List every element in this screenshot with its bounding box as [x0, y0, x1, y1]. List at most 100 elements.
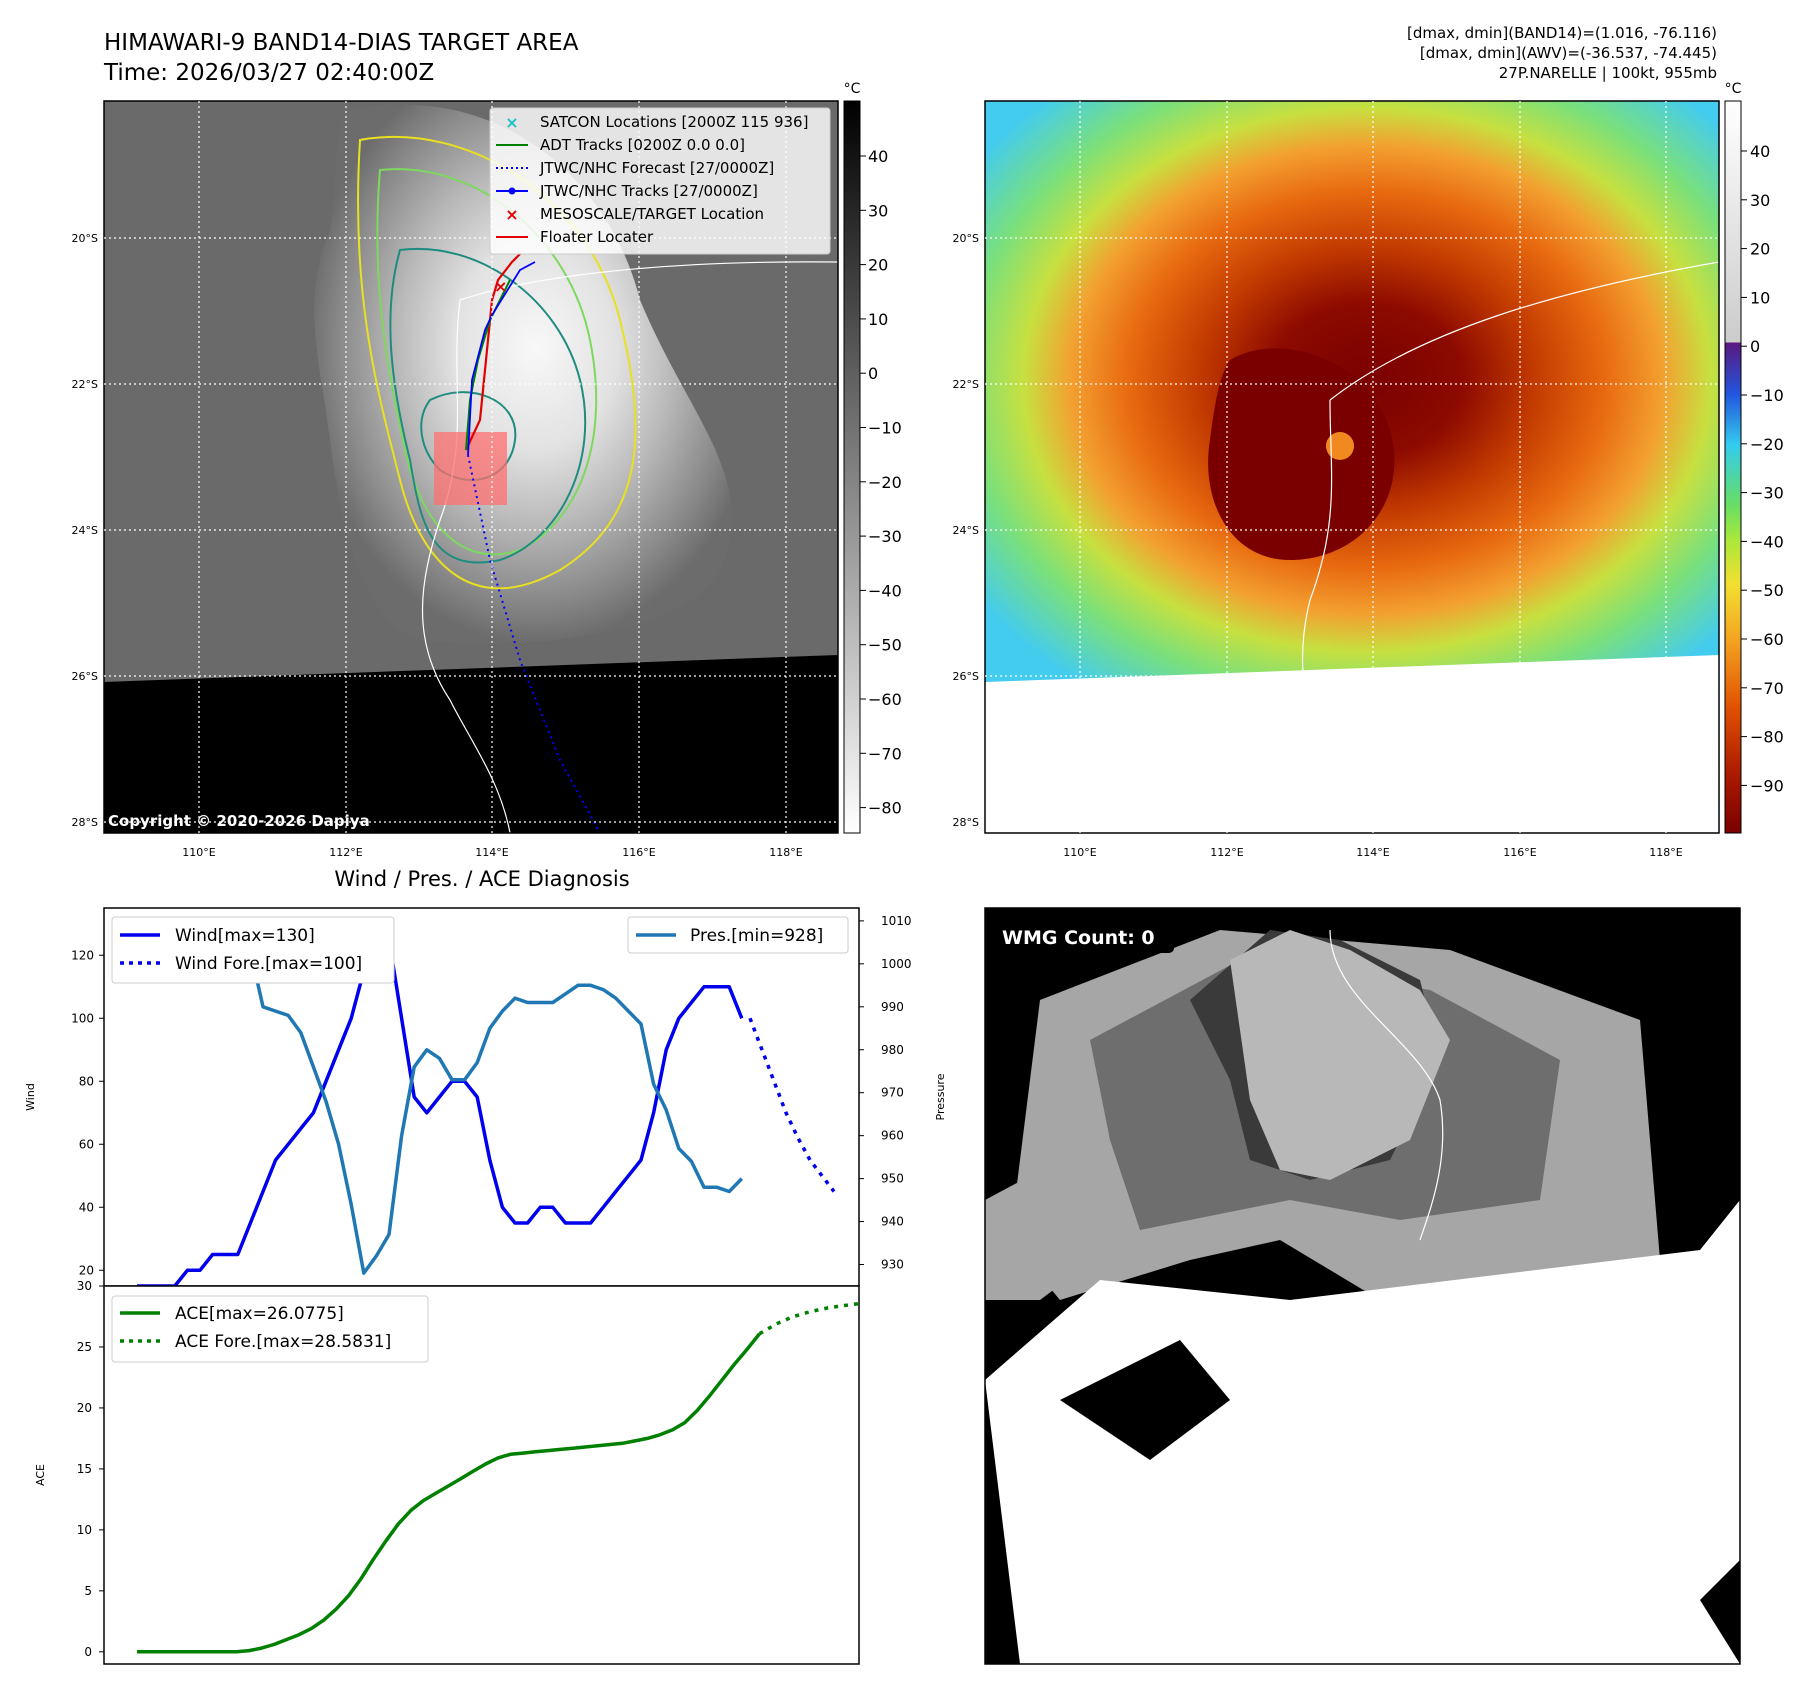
legend-label-2: JTWC/NHC Forecast [27/0000Z]: [539, 159, 774, 177]
series-wind-fore: [748, 1017, 836, 1193]
wmg-edge-region: [985, 1160, 1120, 1300]
svg-text:112°E: 112°E: [329, 846, 362, 859]
wind-legend: Wind[max=130] Wind Fore.[max=100]: [111, 916, 395, 984]
legend-marker-dot-3: [508, 187, 516, 195]
legend-wind: Wind[max=130]: [175, 926, 315, 946]
jtwc-track: [467, 261, 536, 456]
svg-text:110°E: 110°E: [1063, 846, 1096, 859]
wmg-panel: WMG Count: 0: [984, 907, 1741, 1665]
color-map-lon-labels: 110°E 112°E 114°E 116°E 118°E: [1063, 846, 1682, 859]
info-band14: [dmax, dmin](BAND14)=(1.016, -76.116): [1407, 24, 1717, 42]
map-frame: [103, 100, 839, 834]
svg-text:20°S: 20°S: [72, 232, 98, 245]
svg-text:114°E: 114°E: [475, 846, 508, 859]
info-storm: 27P.NARELLE | 100kt, 955mb: [1499, 64, 1717, 82]
series-wind: [137, 922, 744, 1288]
svg-text:112°E: 112°E: [1210, 846, 1243, 859]
color-tick-label: −40: [1750, 532, 1784, 551]
pressure-axis-label: Pressure: [934, 1073, 947, 1120]
ace-tick-label: 0: [84, 1645, 92, 1659]
eye-feature: [1326, 432, 1354, 460]
wind-tick-label: 40: [79, 1200, 94, 1214]
ace-tick-label: 15: [77, 1462, 92, 1476]
pressure-tick-label: 930: [881, 1258, 904, 1272]
color-tick-label: −70: [1750, 679, 1784, 698]
ace-chart: ACE 0 5 10 15 20 25 30 ACE[max=26.0775] ACE Fo…: [34, 1279, 862, 1665]
map-lat-labels: 20°S 22°S 24°S 26°S 28°S: [72, 232, 98, 829]
gray-tick-label: 20: [868, 256, 888, 275]
svg-text:110°E: 110°E: [182, 846, 215, 859]
floater-locater-track: [465, 253, 521, 451]
awv-color-map-panel: 20°S 22°S 24°S 26°S 28°S 110°E 112°E 114…: [953, 100, 1720, 859]
coastline-north: [459, 261, 838, 301]
color-tick-label: −10: [1750, 386, 1784, 405]
map-lon-labels: 110°E 112°E 114°E 116°E 118°E: [182, 846, 802, 859]
color-map-gridlines: [985, 101, 1719, 833]
gray-colorbar-unit: °C: [844, 81, 861, 97]
legend-wind-forecast: Wind Fore.[max=100]: [175, 954, 362, 974]
diagnosis-title: Wind / Pres. / ACE Diagnosis: [334, 867, 629, 891]
gray-tick-label: 0: [868, 364, 878, 383]
contour-teal: [389, 247, 587, 564]
color-tick-label: −30: [1750, 484, 1784, 503]
svg-text:28°S: 28°S: [72, 816, 98, 829]
gray-tick-label: −20: [868, 473, 902, 492]
figure-time: Time: 2026/03/27 02:40:00Z: [103, 60, 434, 86]
map-legend: × SATCON Locations [2000Z 115 936] ADT Tra…: [489, 107, 831, 255]
legend-pressure: Pres.[min=928]: [690, 926, 823, 946]
color-tick-label: −80: [1750, 728, 1784, 747]
color-tick-label: 0: [1750, 337, 1760, 356]
legend-ace: ACE[max=26.0775]: [175, 1304, 344, 1324]
wmg-core: [1230, 930, 1450, 1180]
wmg-coastline: [1329, 929, 1444, 1241]
color-map-lat-labels: 20°S 22°S 24°S 26°S 28°S: [953, 232, 979, 829]
ace-legend: ACE[max=26.0775] ACE Fore.[max=28.5831]: [111, 1295, 429, 1363]
gray-tick-label: −50: [868, 636, 902, 655]
pressure-tick-label: 940: [881, 1215, 904, 1229]
legend-label-5: Floater Locater: [540, 228, 654, 246]
series-ace-fore: [758, 1301, 862, 1336]
ace-tick-label: 5: [84, 1584, 92, 1598]
ace-tick-label: 10: [77, 1523, 92, 1537]
color-colorbar: °C 40 30 20 10 0 −10 −20 −30 −40 −50 −60 −70 −80 −90: [1724, 81, 1784, 834]
cold-cloud-core: [1208, 348, 1395, 560]
ace-axis-label: ACE: [34, 1464, 47, 1486]
svg-text:22°S: 22°S: [953, 378, 979, 391]
gray-tick-label: 30: [868, 201, 888, 220]
pressure-legend: Pres.[min=928]: [627, 916, 849, 954]
legend-marker-4: ×: [505, 205, 518, 224]
color-tick-label: 20: [1750, 240, 1770, 259]
legend-ace-forecast: ACE Fore.[max=28.5831]: [175, 1332, 391, 1352]
wind-tick-label: 100: [71, 1011, 94, 1025]
svg-text:26°S: 26°S: [953, 670, 979, 683]
gray-tick-label: −80: [868, 799, 902, 818]
ace-tick-label: 30: [77, 1279, 92, 1293]
svg-text:118°E: 118°E: [769, 846, 802, 859]
wmg-clear-region: [985, 1200, 1740, 1664]
gray-tick-label: −10: [868, 419, 902, 438]
color-tick-label: −60: [1750, 630, 1784, 649]
pressure-tick-label: 980: [881, 1043, 904, 1057]
copyright-text: Copyright © 2020-2026 Dapiya: [108, 812, 370, 830]
wmg-count-label: WMG Count: 0: [1002, 927, 1155, 949]
wind-pressure-chart: Wind Pressure 20 40 60 80 100 120 930 940 950 96…: [24, 907, 947, 1288]
pressure-tick-label: 1010: [881, 914, 912, 928]
color-tick-label: 40: [1750, 142, 1770, 161]
pressure-tick-label: 960: [881, 1129, 904, 1143]
ace-tick-label: 20: [77, 1401, 92, 1415]
legend-label-0: SATCON Locations [2000Z 115 936]: [540, 113, 808, 131]
svg-text:114°E: 114°E: [1356, 846, 1389, 859]
svg-text:116°E: 116°E: [1503, 846, 1536, 859]
legend-marker-0: ×: [505, 113, 518, 132]
jtwc-forecast-track: [467, 454, 601, 833]
color-coastline-north: [1329, 261, 1719, 401]
color-tick-label: −20: [1750, 435, 1784, 454]
wind-tick-label: 120: [71, 948, 94, 962]
wind-tick-label: 60: [79, 1137, 94, 1151]
gray-colorbar: °C 40 30 20 10 0 −10 −20 −30 −40 −50 −60 −70 −80: [843, 81, 902, 834]
color-tick-label: −50: [1750, 581, 1784, 600]
gray-tick-label: −40: [868, 581, 902, 600]
legend-label-3: JTWC/NHC Tracks [27/0000Z]: [539, 182, 758, 200]
svg-text:24°S: 24°S: [72, 524, 98, 537]
